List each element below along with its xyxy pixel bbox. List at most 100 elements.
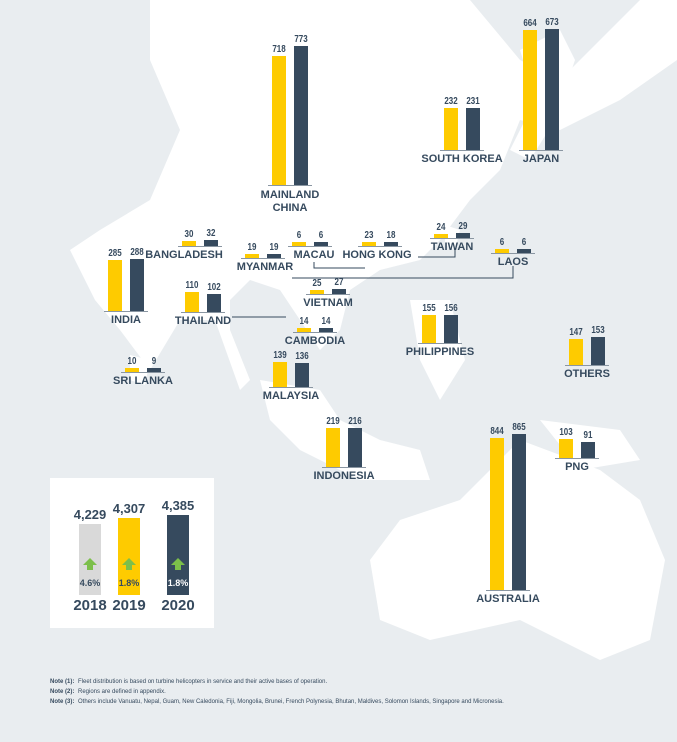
bar-2019 (434, 233, 448, 238)
bar-2019 (182, 240, 196, 246)
bar-2020 (295, 362, 309, 387)
value-2019: 25 (312, 277, 322, 289)
region-label: VIETNAM (303, 297, 353, 309)
total-year: 2018 (73, 597, 107, 614)
region-label: PNG (565, 461, 589, 473)
baseline (293, 332, 337, 333)
bar-2019 (444, 108, 458, 150)
value-2019: 219 (326, 415, 340, 427)
bar-2019 (326, 427, 340, 467)
bar-2019 (495, 249, 509, 253)
region-label: MAINLAND CHINA (260, 189, 320, 214)
total-year: 2020 (161, 597, 195, 614)
region-label: AUSTRALIA (476, 593, 540, 605)
region-label: MYANMAR (236, 261, 294, 273)
bar-2020 (294, 45, 308, 185)
baseline (358, 246, 402, 247)
bar-2019 (297, 328, 311, 332)
region-label: SOUTH KOREA (421, 153, 503, 165)
bar-2020 (545, 28, 559, 150)
region-label: HONG KONG (342, 249, 412, 261)
bar-2020 (512, 434, 526, 590)
bar-2019 (272, 55, 286, 185)
value-2020: 6 (521, 237, 527, 248)
value-2020: 32 (206, 228, 216, 240)
value-2019: 30 (184, 228, 194, 240)
bar-2020 (444, 314, 458, 343)
bar-2020 (384, 242, 398, 246)
growth-percent: 4.6% (79, 578, 101, 588)
region-label: JAPAN (522, 153, 560, 165)
value-2020: 9 (151, 356, 157, 367)
value-2019: 6 (296, 230, 302, 241)
value-2020: 19 (269, 242, 279, 253)
growth-arrow-icon (83, 558, 97, 570)
bar-2019 (523, 30, 537, 150)
value-2019: 23 (364, 229, 374, 241)
note-1: Note (1): Fleet distribution is based on … (50, 679, 328, 685)
region-label: SRI LANKA (113, 375, 173, 387)
fleet-totals-panel: 4,229 4.6% 2018 4,307 1.8% 2019 4,385 1.8% 2020 (50, 478, 214, 628)
region-label: MACAU (293, 249, 335, 261)
note-3: Note (3): Others include Vanuatu, Nepal, … (50, 699, 504, 705)
bar-2019 (185, 292, 199, 312)
value-2019: 844 (490, 426, 504, 438)
baseline (178, 246, 222, 247)
value-2020: 102 (207, 281, 221, 293)
baseline (418, 343, 462, 344)
value-2020: 14 (321, 316, 331, 327)
value-2020: 6 (318, 230, 324, 241)
total-bar-2019 (118, 518, 140, 595)
value-2020: 773 (294, 33, 308, 45)
total-value: 4,307 (112, 501, 146, 516)
value-2020: 156 (444, 302, 458, 314)
value-2020: 865 (512, 422, 526, 434)
baseline (322, 467, 366, 468)
region-label: TAIWAN (430, 241, 474, 253)
baseline (519, 150, 563, 151)
value-2020: 673 (545, 16, 559, 28)
bar-2020 (130, 259, 144, 311)
baseline (555, 458, 599, 459)
value-2020: 91 (583, 429, 593, 441)
region-label: PHILIPPINES (405, 346, 475, 358)
value-2019: 147 (569, 326, 583, 338)
growth-percent: 1.8% (167, 578, 189, 588)
bar-2020 (332, 289, 346, 294)
bar-2020 (517, 249, 531, 253)
baseline (486, 590, 530, 591)
baseline (181, 312, 225, 313)
bar-2019 (559, 439, 573, 458)
bar-2019 (108, 259, 122, 311)
bar-2020 (581, 441, 595, 458)
value-2020: 29 (458, 220, 468, 232)
bar-2020 (314, 242, 328, 246)
total-value: 4,385 (161, 498, 195, 513)
value-2020: 288 (130, 247, 144, 259)
bar-2019 (292, 242, 306, 246)
baseline (104, 311, 148, 312)
region-label: CAMBODIA (284, 335, 346, 347)
connector-lines (232, 248, 514, 318)
value-2020: 153 (591, 325, 605, 337)
bar-2020 (207, 293, 221, 312)
note-2: Note (2): Regions are defined in appendix… (50, 689, 166, 695)
value-2020: 18 (386, 230, 396, 241)
bar-2019 (273, 361, 287, 387)
growth-arrow-icon (171, 558, 185, 570)
value-2020: 136 (295, 350, 309, 362)
value-2019: 10 (127, 356, 137, 367)
region-label: BANGLADESH (145, 249, 223, 261)
bar-2019 (569, 338, 583, 365)
bar-2020 (466, 108, 480, 150)
value-2019: 232 (444, 96, 458, 108)
bar-2019 (245, 254, 259, 258)
region-label: MALAYSIA (262, 390, 320, 402)
baseline (430, 238, 474, 239)
value-2019: 19 (247, 242, 257, 253)
growth-arrow-icon (122, 558, 136, 570)
bar-2020 (147, 368, 161, 372)
region-label: THAILAND (174, 315, 232, 327)
total-bar-2020 (167, 515, 189, 595)
